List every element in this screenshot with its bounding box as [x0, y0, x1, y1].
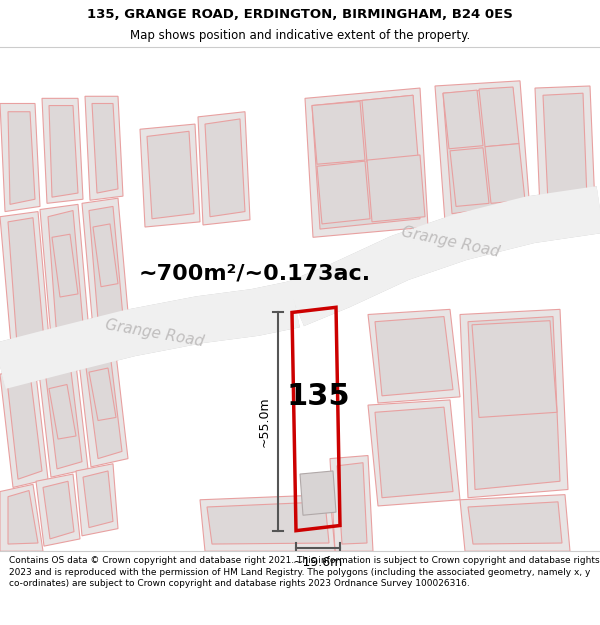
- Polygon shape: [36, 474, 80, 546]
- Polygon shape: [49, 384, 76, 439]
- Polygon shape: [367, 155, 425, 222]
- Text: Map shows position and indicative extent of the property.: Map shows position and indicative extent…: [130, 29, 470, 42]
- Polygon shape: [305, 88, 428, 238]
- Polygon shape: [147, 131, 194, 219]
- Polygon shape: [460, 494, 570, 551]
- Polygon shape: [7, 373, 42, 479]
- Polygon shape: [0, 104, 40, 212]
- Polygon shape: [443, 90, 483, 149]
- Polygon shape: [38, 356, 88, 477]
- Polygon shape: [300, 471, 336, 515]
- Polygon shape: [362, 95, 418, 162]
- Polygon shape: [43, 481, 74, 539]
- Polygon shape: [92, 104, 118, 193]
- Text: ~19.6m: ~19.6m: [293, 556, 343, 569]
- Polygon shape: [468, 502, 562, 544]
- Polygon shape: [368, 309, 460, 403]
- Polygon shape: [8, 217, 44, 344]
- Polygon shape: [83, 471, 113, 528]
- Polygon shape: [89, 206, 124, 332]
- Polygon shape: [48, 211, 84, 339]
- Polygon shape: [535, 86, 595, 209]
- Text: Grange Road: Grange Road: [104, 317, 206, 349]
- Polygon shape: [8, 491, 38, 544]
- Polygon shape: [330, 456, 373, 551]
- Polygon shape: [485, 144, 525, 203]
- Polygon shape: [52, 234, 78, 297]
- Polygon shape: [460, 309, 568, 498]
- Polygon shape: [78, 346, 128, 467]
- Text: Grange Road: Grange Road: [400, 225, 500, 260]
- Polygon shape: [368, 400, 460, 506]
- Polygon shape: [45, 363, 82, 469]
- Text: ~55.0m: ~55.0m: [257, 396, 271, 447]
- Polygon shape: [0, 212, 50, 356]
- Text: 135, GRANGE ROAD, ERDINGTON, BIRMINGHAM, B24 0ES: 135, GRANGE ROAD, ERDINGTON, BIRMINGHAM,…: [87, 8, 513, 21]
- Polygon shape: [317, 161, 370, 224]
- Polygon shape: [198, 112, 250, 225]
- Polygon shape: [0, 484, 43, 551]
- Polygon shape: [140, 124, 200, 227]
- Polygon shape: [543, 93, 587, 202]
- Polygon shape: [312, 101, 365, 164]
- Polygon shape: [207, 502, 329, 544]
- Polygon shape: [89, 368, 116, 421]
- Polygon shape: [40, 204, 90, 349]
- Polygon shape: [450, 148, 489, 206]
- Polygon shape: [205, 119, 245, 217]
- Polygon shape: [200, 494, 335, 551]
- Polygon shape: [312, 95, 420, 229]
- Polygon shape: [85, 352, 122, 459]
- Text: 135: 135: [286, 382, 350, 411]
- Polygon shape: [468, 316, 560, 489]
- Polygon shape: [76, 464, 118, 536]
- Polygon shape: [49, 106, 78, 197]
- Polygon shape: [93, 224, 118, 287]
- Polygon shape: [479, 87, 519, 147]
- Polygon shape: [375, 407, 453, 498]
- Polygon shape: [337, 462, 367, 544]
- Polygon shape: [375, 316, 453, 396]
- Polygon shape: [42, 98, 83, 203]
- Polygon shape: [8, 112, 35, 204]
- Polygon shape: [0, 366, 48, 488]
- Polygon shape: [435, 81, 530, 222]
- Polygon shape: [85, 96, 123, 200]
- Polygon shape: [472, 321, 557, 418]
- Text: ~700m²/~0.173ac.: ~700m²/~0.173ac.: [139, 263, 371, 283]
- Polygon shape: [82, 198, 130, 340]
- Text: Contains OS data © Crown copyright and database right 2021. This information is : Contains OS data © Crown copyright and d…: [9, 556, 599, 588]
- Polygon shape: [443, 88, 522, 214]
